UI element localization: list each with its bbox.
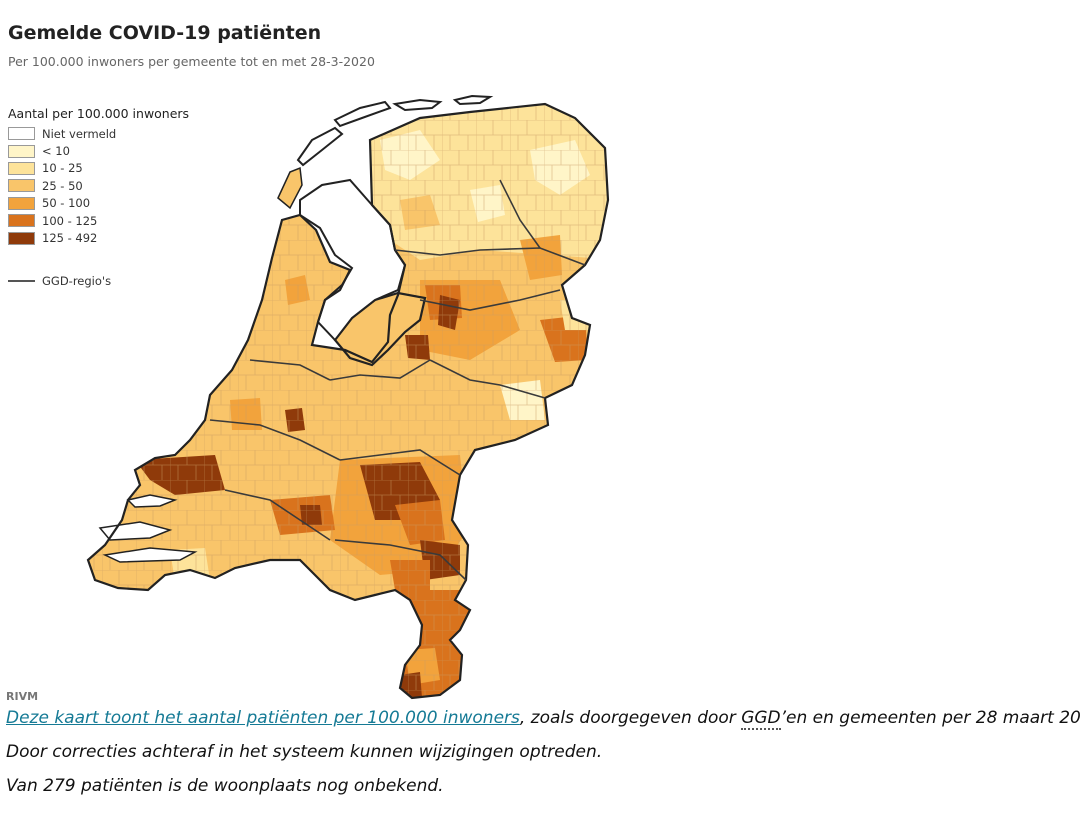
- legend-item: 100 - 125: [8, 212, 189, 229]
- legend-label: 10 - 25: [42, 161, 83, 176]
- netherlands-outline: [86, 102, 610, 700]
- caption-end: ’en en gemeenten per 28 maart 2020.: [780, 708, 1080, 728]
- map-subtitle: Per 100.000 inwoners per gemeente tot en…: [8, 54, 375, 69]
- legend-label: 125 - 492: [42, 231, 98, 246]
- legend-swatch: [8, 231, 35, 245]
- island-ameland: [452, 94, 494, 106]
- legend-swatch: [8, 144, 35, 158]
- legend-item: Niet vermeld: [8, 125, 189, 142]
- legend-label: 100 - 125: [42, 213, 98, 228]
- legend-item: 10 - 25: [8, 160, 189, 177]
- source-label: RIVM: [6, 690, 39, 703]
- island-terschelling: [392, 98, 443, 112]
- legend-label: < 10: [42, 144, 70, 159]
- legend-swatch: [8, 196, 35, 210]
- ggd-region-lines: [209, 179, 586, 581]
- caption-link[interactable]: Deze kaart toont het aantal patiënten pe…: [6, 708, 520, 728]
- island-vlieland: [333, 100, 392, 128]
- map-legend: Aantal per 100.000 inwoners Niet vermeld…: [8, 106, 190, 288]
- zeeland-inlet-south: [102, 547, 198, 563]
- legend-item: 25 - 50: [8, 177, 189, 194]
- legend-label: 50 - 100: [42, 196, 91, 211]
- island-texel: [296, 126, 344, 167]
- legend-label: 25 - 50: [42, 178, 83, 193]
- island-north-holland-strip: [277, 166, 303, 210]
- caption-line-3: Van 279 patiënten is de woonplaats nog o…: [6, 776, 444, 796]
- legend-ggd-label: GGD-regio's: [42, 274, 112, 288]
- legend-item: 125 - 492: [8, 229, 189, 246]
- legend-label: Niet vermeld: [42, 126, 117, 141]
- ggd-line-sample: [8, 280, 35, 282]
- legend-item: 50 - 100: [8, 195, 189, 212]
- caption-line-2: Door correcties achteraf in het systeem …: [6, 742, 603, 762]
- legend-title: Aantal per 100.000 inwoners: [8, 106, 190, 121]
- legend-ggd-line: GGD-regio's: [8, 274, 111, 288]
- legend-swatch: [8, 161, 35, 175]
- legend-swatch: [8, 127, 35, 141]
- caption-line-1: Deze kaart toont het aantal patiënten pe…: [6, 708, 1080, 730]
- legend-items: Niet vermeld < 10 10 - 25 25 - 50 50 - 100 10…: [8, 125, 189, 247]
- ggd-abbreviation[interactable]: GGD: [741, 708, 781, 730]
- legend-item: < 10: [8, 142, 189, 159]
- legend-swatch: [8, 214, 35, 228]
- zeeland-inlet-north: [126, 494, 178, 508]
- caption-mid: , zoals doorgegeven door: [519, 708, 742, 728]
- map-title: Gemelde COVID-19 patiënten: [8, 22, 322, 44]
- legend-swatch: [8, 179, 35, 193]
- netherlands-map: [86, 94, 610, 700]
